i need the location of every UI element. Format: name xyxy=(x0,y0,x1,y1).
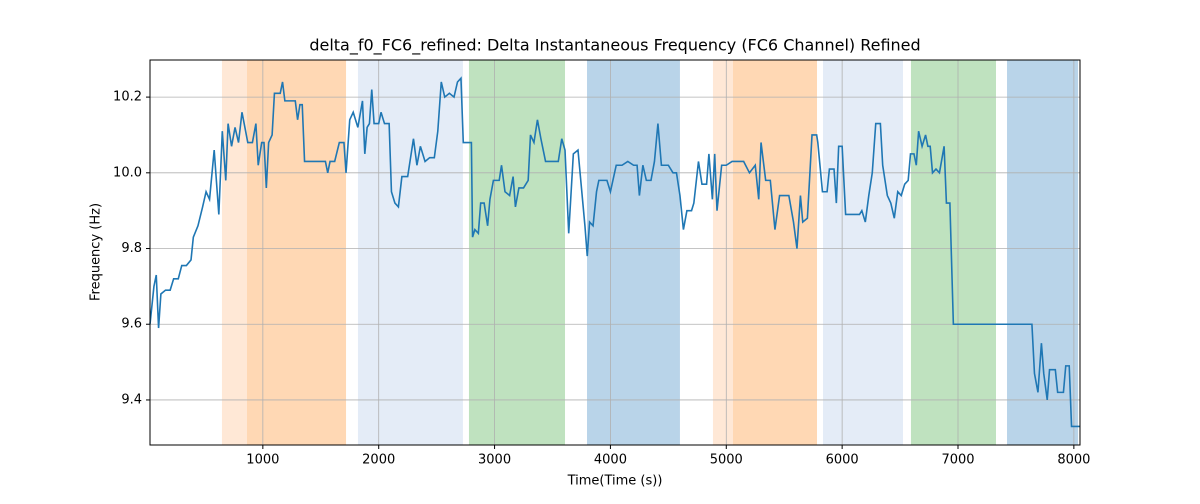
x-axis-label: Time(Time (s)) xyxy=(567,474,663,489)
y-tick-label: 9.6 xyxy=(121,317,142,332)
highlight-span xyxy=(733,60,818,445)
highlight-span xyxy=(910,60,997,445)
x-tick-label: 6000 xyxy=(826,453,859,468)
chart-title: delta_f0_FC6_refined: Delta Instantaneou… xyxy=(309,36,920,56)
highlight-span xyxy=(468,60,566,445)
y-tick-label: 10.2 xyxy=(113,90,142,105)
x-tick-label: 5000 xyxy=(710,453,743,468)
x-tick-label: 1000 xyxy=(246,453,279,468)
y-axis-label: Frequency (Hz) xyxy=(89,203,104,301)
y-tick-label: 10.0 xyxy=(113,165,142,180)
x-tick-label: 2000 xyxy=(362,453,395,468)
highlight-span xyxy=(246,60,347,445)
highlight-span xyxy=(587,60,680,445)
x-tick-label: 8000 xyxy=(1057,453,1090,468)
highlight-span xyxy=(712,60,734,445)
x-tick-label: 4000 xyxy=(594,453,627,468)
x-tick-label: 7000 xyxy=(941,453,974,468)
highlight-span xyxy=(823,60,903,445)
plot-frame xyxy=(149,59,1081,446)
y-tick-label: 9.8 xyxy=(121,241,142,256)
y-tick-label: 9.4 xyxy=(121,392,142,407)
data-line xyxy=(149,76,1080,428)
highlight-span xyxy=(1007,60,1079,445)
x-tick-label: 3000 xyxy=(478,453,511,468)
highlight-span xyxy=(221,60,247,445)
